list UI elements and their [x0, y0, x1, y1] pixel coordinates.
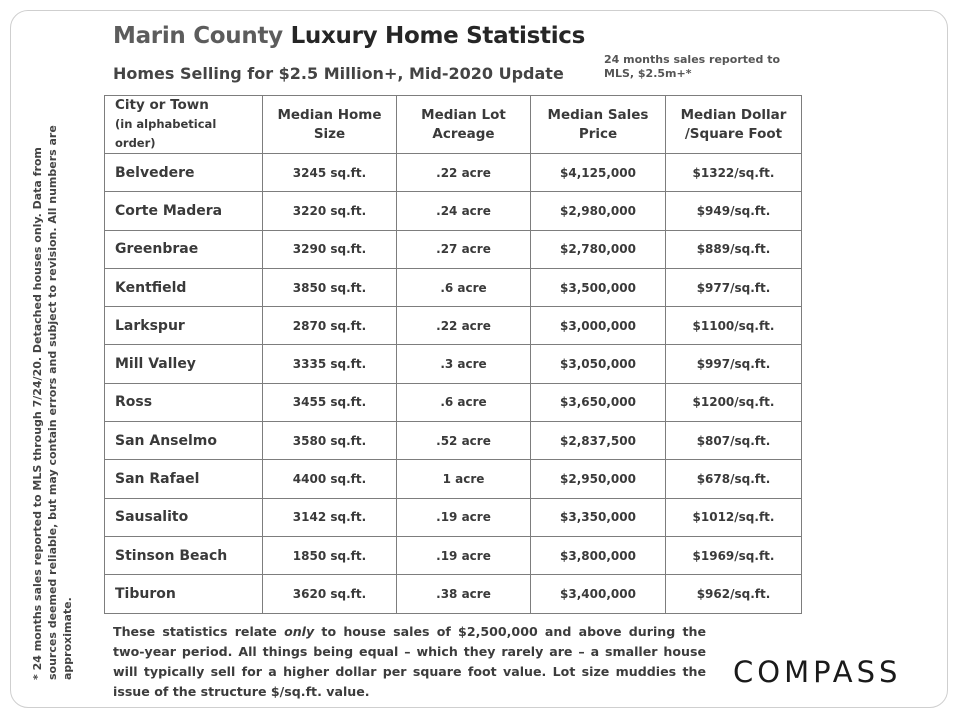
- table-row: Stinson Beach 1850 sq.ft. .19 acre $3,800,0…: [104, 535, 802, 576]
- table-row: Kentfield 3850 sq.ft. .6 acre $3,500,000 $97…: [104, 267, 802, 308]
- page-subtitle: Homes Selling for $2.5 Million+, Mid-202…: [113, 64, 564, 83]
- cell-home-size: 3580 sq.ft.: [262, 421, 397, 461]
- table-row: Corte Madera 3220 sq.ft. .24 acre $2,980,00…: [104, 191, 802, 231]
- footer-text-start: These statistics relate: [113, 624, 285, 639]
- header-lot-acreage: Median Lot Acreage: [396, 95, 531, 154]
- header-sales-price: Median Sales Price: [530, 95, 666, 154]
- table-row: Mill Valley 3335 sq.ft. .3 acre $3,050,000 $…: [104, 344, 802, 384]
- cell-lot-acreage: .27 acre: [396, 229, 531, 269]
- cell-home-size: 3245 sq.ft.: [262, 152, 397, 193]
- cell-sales-price: $3,800,000: [530, 535, 666, 576]
- cell-lot-acreage: .19 acre: [396, 497, 531, 537]
- cell-sales-price: $3,650,000: [530, 382, 666, 423]
- cell-dollar-per-sqft: $889/sq.ft.: [665, 229, 802, 269]
- cell-city: Sausalito: [104, 497, 263, 537]
- header-city: City or Town (in alphabetical order): [104, 95, 263, 154]
- cell-sales-price: $3,350,000: [530, 497, 666, 537]
- cell-home-size: 3335 sq.ft.: [262, 344, 397, 384]
- table-header-row: City or Town (in alphabetical order) Medi…: [104, 95, 802, 154]
- cell-lot-acreage: .24 acre: [396, 191, 531, 231]
- cell-sales-price: $2,980,000: [530, 191, 666, 231]
- cell-lot-acreage: .6 acre: [396, 267, 531, 308]
- page-title: Marin County Luxury Home Statistics: [113, 23, 585, 49]
- cell-home-size: 3850 sq.ft.: [262, 267, 397, 308]
- cell-sales-price: $3,000,000: [530, 306, 666, 346]
- title-topic: Luxury Home Statistics: [290, 23, 586, 49]
- header-city-sublabel: (in alphabetical order): [115, 117, 217, 150]
- cell-dollar-per-sqft: $807/sq.ft.: [665, 421, 802, 461]
- data-source-note: 24 months sales reported to MLS, $2.5m+*: [604, 53, 781, 80]
- table-row: San Rafael 4400 sq.ft. 1 acre $2,950,000 $67…: [104, 459, 802, 499]
- cell-dollar-per-sqft: $1969/sq.ft.: [665, 535, 802, 576]
- table-row: Ross 3455 sq.ft. .6 acre $3,650,000 $1200/sq…: [104, 382, 802, 423]
- cell-lot-acreage: 1 acre: [396, 459, 531, 499]
- statistics-table: City or Town (in alphabetical order) Medi…: [104, 95, 802, 614]
- cell-lot-acreage: .22 acre: [396, 306, 531, 346]
- cell-dollar-per-sqft: $1200/sq.ft.: [665, 382, 802, 423]
- cell-city: Ross: [104, 382, 263, 423]
- table-row: Greenbrae 3290 sq.ft. .27 acre $2,780,000 $8…: [104, 229, 802, 269]
- table-row: Tiburon 3620 sq.ft. .38 acre $3,400,000 $962…: [104, 574, 802, 614]
- cell-home-size: 1850 sq.ft.: [262, 535, 397, 576]
- footer-note: These statistics relate only to house sa…: [113, 622, 706, 702]
- cell-home-size: 3290 sq.ft.: [262, 229, 397, 269]
- cell-sales-price: $2,837,500: [530, 421, 666, 461]
- header-home-size: Median Home Size: [262, 95, 397, 154]
- cell-home-size: 2870 sq.ft.: [262, 306, 397, 346]
- cell-home-size: 3620 sq.ft.: [262, 574, 397, 614]
- table-row: San Anselmo 3580 sq.ft. .52 acre $2,837,500…: [104, 421, 802, 461]
- cell-city: Greenbrae: [104, 229, 263, 269]
- cell-sales-price: $4,125,000: [530, 152, 666, 193]
- table-row: Belvedere 3245 sq.ft. .22 acre $4,125,000 $1…: [104, 152, 802, 193]
- footer-text-end: to house sales of $2,500,000 and above d…: [113, 624, 706, 699]
- table-row: Larkspur 2870 sq.ft. .22 acre $3,000,000 $11…: [104, 306, 802, 346]
- cell-dollar-per-sqft: $678/sq.ft.: [665, 459, 802, 499]
- cell-dollar-per-sqft: $949/sq.ft.: [665, 191, 802, 231]
- cell-city: San Anselmo: [104, 421, 263, 461]
- cell-city: Kentfield: [104, 267, 263, 308]
- cell-lot-acreage: .22 acre: [396, 152, 531, 193]
- cell-lot-acreage: .38 acre: [396, 574, 531, 614]
- cell-city: Tiburon: [104, 574, 263, 614]
- cell-lot-acreage: .52 acre: [396, 421, 531, 461]
- side-footnote: * 24 months sales reported to MLS throug…: [31, 125, 74, 680]
- cell-home-size: 3455 sq.ft.: [262, 382, 397, 423]
- cell-city: Belvedere: [104, 152, 263, 193]
- cell-dollar-per-sqft: $1322/sq.ft.: [665, 152, 802, 193]
- cell-dollar-per-sqft: $962/sq.ft.: [665, 574, 802, 614]
- cell-city: San Rafael: [104, 459, 263, 499]
- table-row: Sausalito 3142 sq.ft. .19 acre $3,350,000 $1…: [104, 497, 802, 537]
- slide-frame: [10, 10, 948, 708]
- cell-city: Stinson Beach: [104, 535, 263, 576]
- cell-city: Mill Valley: [104, 344, 263, 384]
- cell-city: Larkspur: [104, 306, 263, 346]
- header-city-label: City or Town: [115, 97, 209, 113]
- title-region: Marin County: [113, 23, 283, 49]
- cell-sales-price: $3,050,000: [530, 344, 666, 384]
- cell-lot-acreage: .19 acre: [396, 535, 531, 576]
- header-dollar-per-sqft: Median Dollar /Square Foot: [665, 95, 802, 154]
- cell-city: Corte Madera: [104, 191, 263, 231]
- cell-dollar-per-sqft: $1012/sq.ft.: [665, 497, 802, 537]
- table-body: Belvedere 3245 sq.ft. .22 acre $4,125,000 $1…: [104, 152, 802, 614]
- cell-lot-acreage: .6 acre: [396, 382, 531, 423]
- cell-dollar-per-sqft: $997/sq.ft.: [665, 344, 802, 384]
- cell-dollar-per-sqft: $1100/sq.ft.: [665, 306, 802, 346]
- cell-dollar-per-sqft: $977/sq.ft.: [665, 267, 802, 308]
- cell-lot-acreage: .3 acre: [396, 344, 531, 384]
- cell-sales-price: $2,780,000: [530, 229, 666, 269]
- cell-home-size: 3142 sq.ft.: [262, 497, 397, 537]
- cell-home-size: 4400 sq.ft.: [262, 459, 397, 499]
- cell-sales-price: $2,950,000: [530, 459, 666, 499]
- compass-logo: COMPASS: [733, 655, 902, 689]
- cell-sales-price: $3,500,000: [530, 267, 666, 308]
- footer-emphasis: only: [284, 624, 315, 639]
- cell-home-size: 3220 sq.ft.: [262, 191, 397, 231]
- cell-sales-price: $3,400,000: [530, 574, 666, 614]
